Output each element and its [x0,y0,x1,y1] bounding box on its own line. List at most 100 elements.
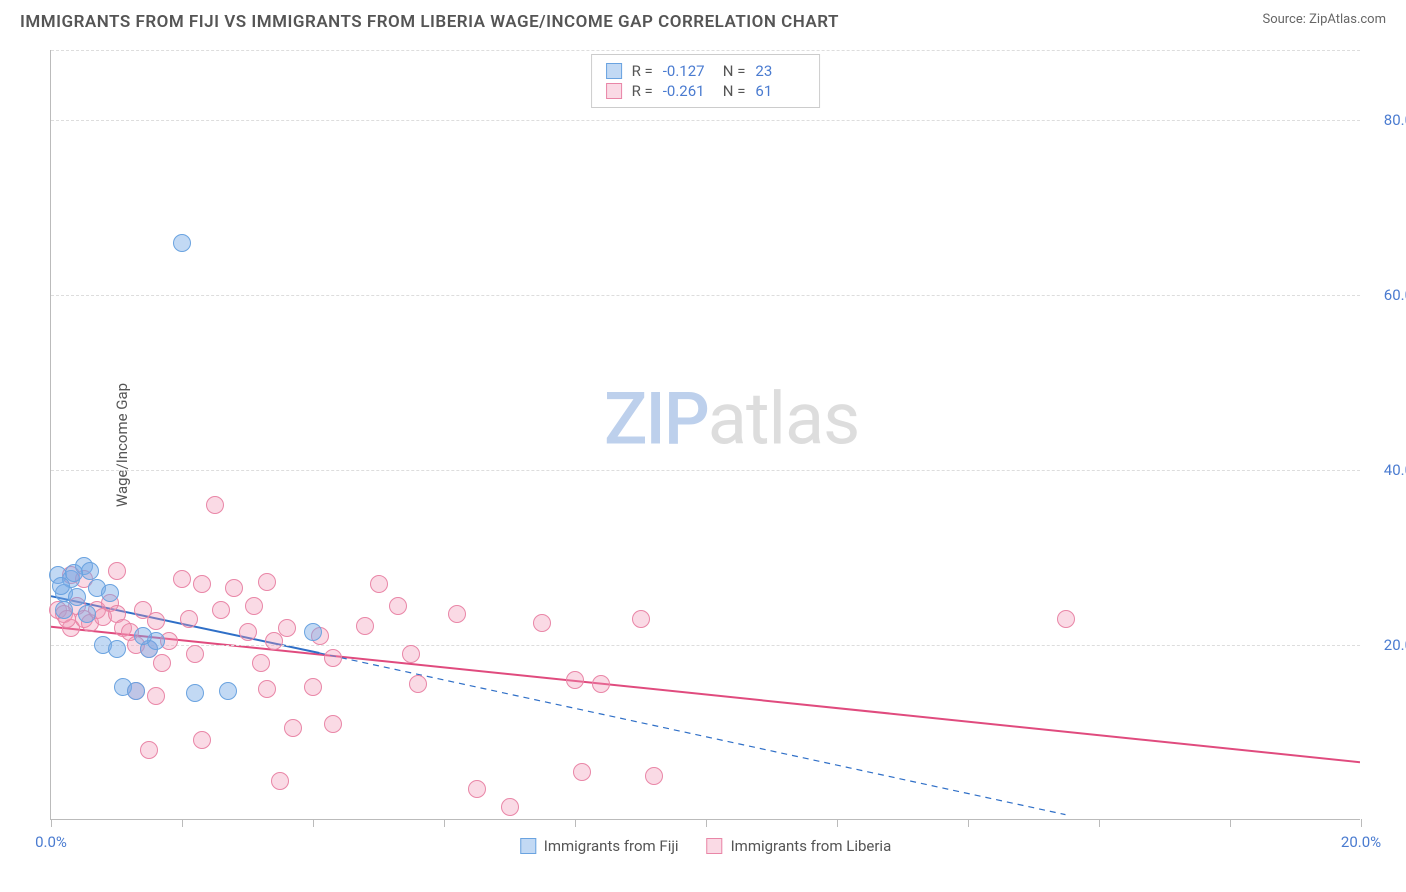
x-tick [51,819,52,827]
liberia-point [147,612,165,630]
stats-legend: R = -0.127 N = 23 R = -0.261 N = 61 [591,54,821,108]
liberia-point [193,575,211,593]
x-tick [837,819,838,827]
fiji-r-value: -0.127 [663,62,713,80]
fiji-point [219,682,237,700]
liberia-point [645,767,663,785]
legend-item-fiji: Immigrants from Fiji [520,837,679,855]
fiji-point [186,684,204,702]
gridline [51,470,1360,471]
x-tick [968,819,969,827]
liberia-point [252,654,270,672]
liberia-swatch [606,83,622,99]
x-tick [182,819,183,827]
x-tick-label: 0.0% [35,833,67,851]
liberia-r-value: -0.261 [663,82,713,100]
x-tick [706,819,707,827]
liberia-point [356,617,374,635]
liberia-point [225,579,243,597]
liberia-point [284,719,302,737]
liberia-point [271,772,289,790]
n-label: N = [723,62,746,80]
liberia-point [370,575,388,593]
liberia-point [409,675,427,693]
liberia-point [258,573,276,591]
liberia-point [153,654,171,672]
plot-region: ZIPatlas R = -0.127 N = 23 R = -0.261 N … [50,50,1360,820]
x-tick [313,819,314,827]
fiji-legend-label: Immigrants from Fiji [544,837,679,855]
watermark-atlas: atlas [708,377,860,462]
liberia-swatch [707,838,723,854]
x-tick-label: 20.0% [1341,833,1381,851]
liberia-point [245,597,263,615]
r-label: R = [632,82,653,100]
liberia-point [1057,610,1075,628]
liberia-point [573,763,591,781]
chart-area: Wage/Income Gap ZIPatlas R = -0.127 N = … [50,50,1380,840]
trend-lines-svg [51,50,1360,819]
liberia-n-value: 61 [755,82,805,100]
source-attribution: Source: ZipAtlas.com [1262,12,1386,27]
chart-header: IMMIGRANTS FROM FIJI VS IMMIGRANTS FROM … [0,0,1406,38]
fiji-point [101,584,119,602]
liberia-point [147,687,165,705]
liberia-point [324,715,342,733]
liberia-point [180,610,198,628]
stats-row-liberia: R = -0.261 N = 61 [606,81,806,101]
fiji-n-value: 23 [755,62,805,80]
fiji-point [55,601,73,619]
liberia-point [239,623,257,641]
x-tick [1361,819,1362,827]
fiji-swatch [520,838,536,854]
liberia-point [566,671,584,689]
liberia-point [304,678,322,696]
chart-title: IMMIGRANTS FROM FIJI VS IMMIGRANTS FROM … [20,12,839,32]
x-tick [444,819,445,827]
fiji-point [81,562,99,580]
gridline [51,295,1360,296]
y-tick-label: 40.0% [1364,461,1406,479]
gridline [51,120,1360,121]
x-tick [1099,819,1100,827]
liberia-point [212,601,230,619]
x-tick [1230,819,1231,827]
liberia-point [448,605,466,623]
y-tick-label: 80.0% [1364,111,1406,129]
liberia-point [389,597,407,615]
gridline [51,645,1360,646]
x-tick [575,819,576,827]
watermark-zip: ZIP [604,377,708,462]
watermark: ZIPatlas [604,377,859,462]
fiji-point [108,640,126,658]
fiji-point [52,577,70,595]
source-name: ZipAtlas.com [1309,12,1386,27]
liberia-point [632,610,650,628]
legend-item-liberia: Immigrants from Liberia [707,837,892,855]
bottom-legend: Immigrants from Fiji Immigrants from Lib… [520,837,891,855]
fiji-point [134,627,152,645]
liberia-point [402,645,420,663]
liberia-point [468,780,486,798]
liberia-point [324,649,342,667]
fiji-swatch [606,63,622,79]
y-tick-label: 20.0% [1364,636,1406,654]
liberia-point [173,570,191,588]
stats-row-fiji: R = -0.127 N = 23 [606,61,806,81]
liberia-point [206,496,224,514]
liberia-point [258,680,276,698]
source-prefix: Source: [1262,12,1309,27]
liberia-point [278,619,296,637]
liberia-point [592,675,610,693]
liberia-point [140,741,158,759]
liberia-point [501,798,519,816]
fiji-point [127,682,145,700]
liberia-point [108,562,126,580]
y-tick-label: 60.0% [1364,286,1406,304]
fiji-point [304,623,322,641]
gridline [51,50,1360,51]
liberia-point [533,614,551,632]
r-label: R = [632,62,653,80]
liberia-legend-label: Immigrants from Liberia [731,837,892,855]
fiji-point [173,234,191,252]
